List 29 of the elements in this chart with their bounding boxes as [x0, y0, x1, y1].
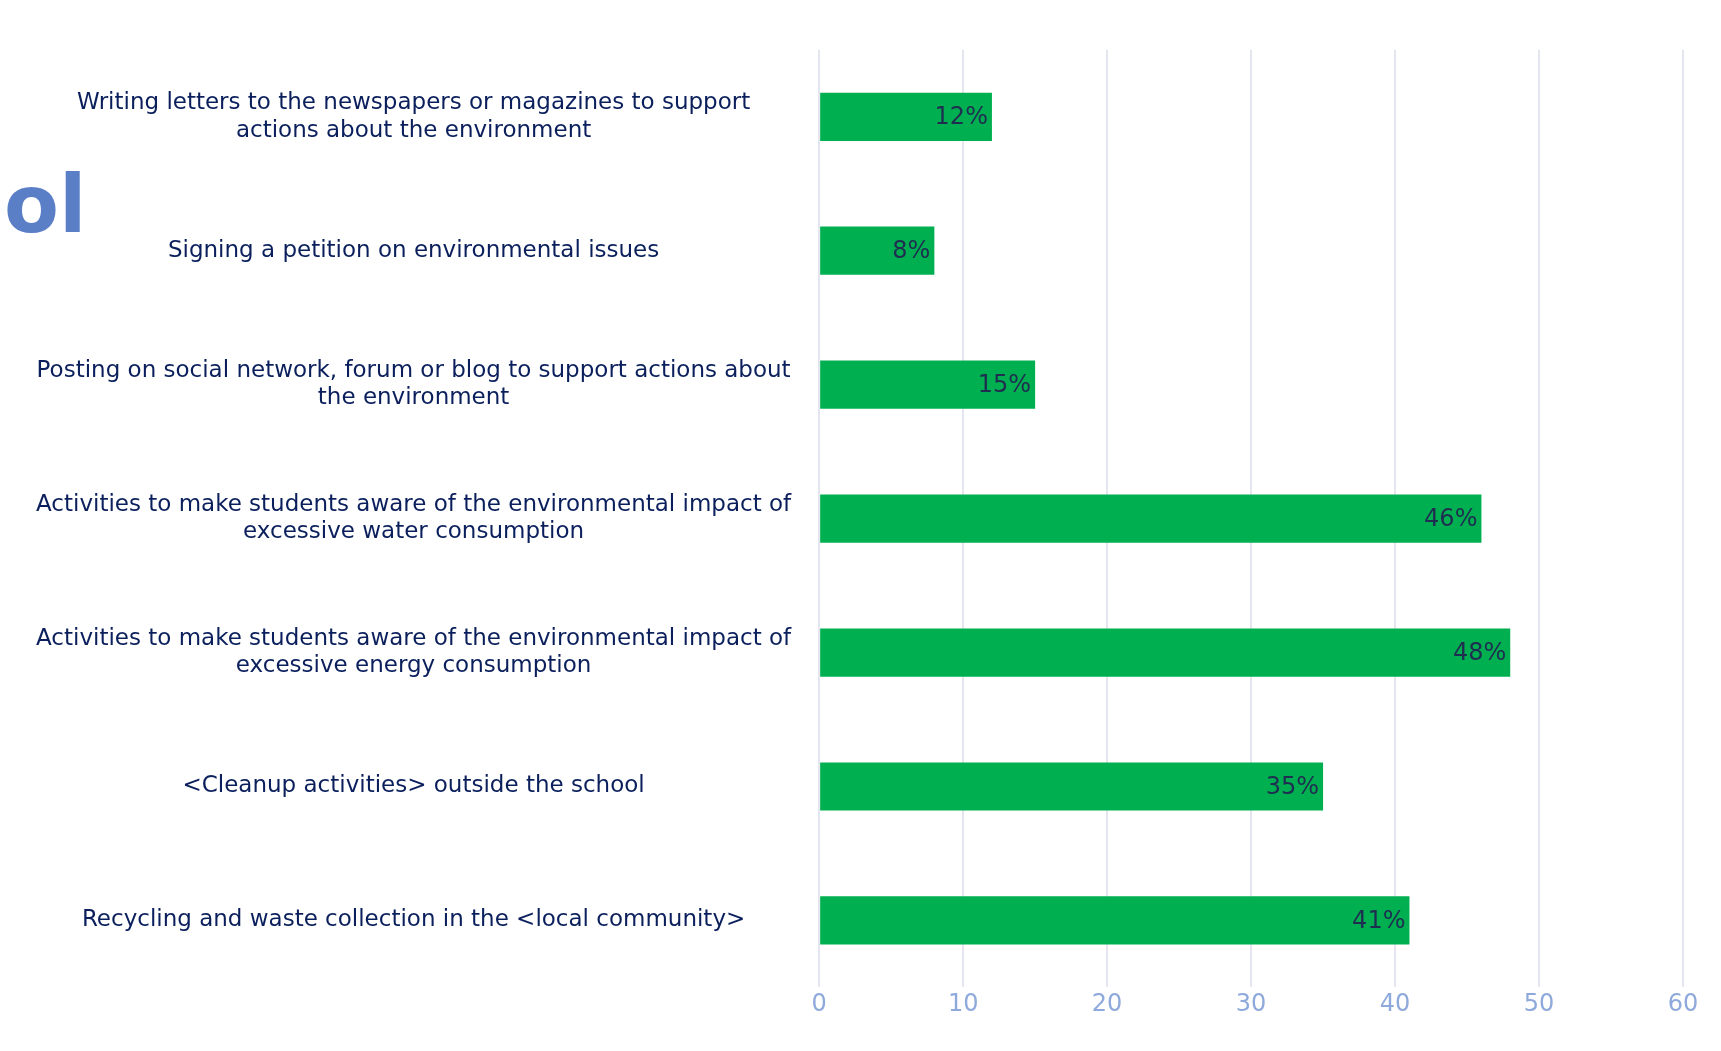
bar — [820, 360, 1036, 409]
y-tick-label: Activities to make students aware of the environmental impact of excessive energy consumption — [36, 623, 793, 678]
y-tick-label: <Cleanup activities> outside the school — [182, 771, 645, 798]
data-label: 35% — [1265, 771, 1320, 800]
x-tick-label: 20 — [1091, 989, 1123, 1018]
data-label: 8% — [892, 235, 931, 264]
data-label: 41% — [1352, 905, 1406, 934]
bar — [820, 762, 1324, 811]
x-tick-label: 0 — [811, 989, 827, 1018]
y-tick-label: Activities to make students aware of the environmental impact of excessive water consumption — [36, 489, 793, 544]
y-tick-label: Recycling and waste collection in the <local community> — [81, 905, 746, 932]
x-tick-label: 40 — [1379, 989, 1411, 1018]
data-label: 12% — [934, 102, 988, 131]
bar — [820, 92, 992, 141]
y-tick-label: Writing letters to the newspapers or magazines to support actions about the environment — [76, 87, 751, 142]
bar — [820, 628, 1511, 677]
x-tick-label: 10 — [947, 989, 979, 1018]
bar — [820, 494, 1482, 543]
data-label: 48% — [1452, 637, 1507, 666]
text: ol — [4, 158, 87, 251]
y-tick-label: Posting on social network, forum or blog to support actions about the environment — [36, 355, 791, 410]
data-label: 46% — [1424, 503, 1478, 532]
x-tick-label: 60 — [1667, 989, 1699, 1018]
x-tick-label: 50 — [1523, 989, 1555, 1018]
bar — [820, 226, 935, 275]
x-tick-label: 30 — [1235, 989, 1267, 1018]
data-label: 15% — [977, 369, 1032, 398]
y-tick-label: Signing a petition on environmental issues — [167, 235, 660, 262]
bar — [820, 896, 1410, 945]
